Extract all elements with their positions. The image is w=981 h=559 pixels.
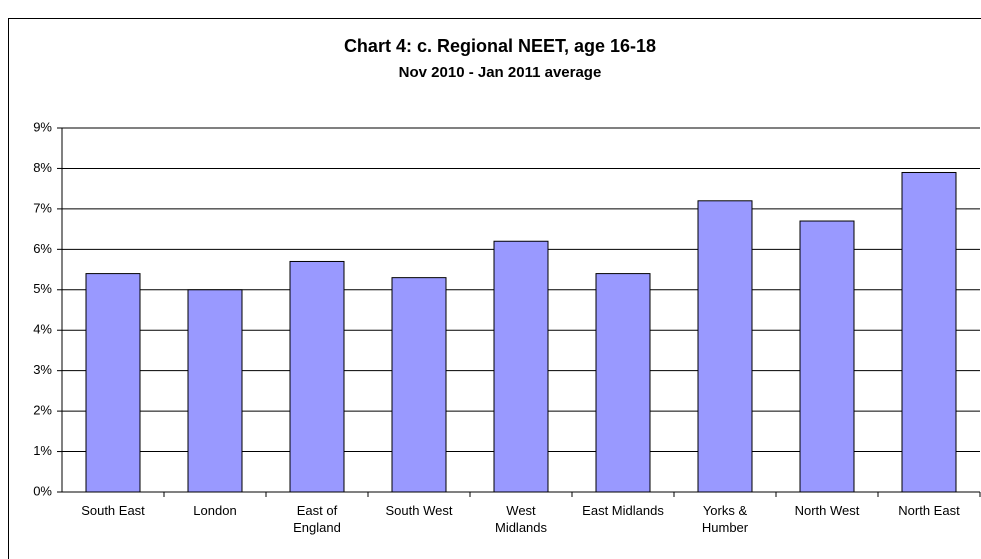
chart-subtitle: Nov 2010 - Jan 2011 average <box>399 64 602 81</box>
x-tick-label: London <box>193 503 237 518</box>
chart-title: Chart 4: c. Regional NEET, age 16-18 <box>344 36 656 56</box>
x-tick-label: North East <box>898 503 960 518</box>
bar <box>289 260 345 493</box>
x-tick-label: West Midlands <box>494 503 548 535</box>
x-tick-label: North West <box>794 503 860 518</box>
y-tick-label: 6% <box>33 241 52 256</box>
x-tick-label: East Midlands <box>582 503 664 518</box>
x-tick-label: Yorks & Humber <box>701 503 749 535</box>
bar <box>799 220 855 493</box>
x-tick-label: East of England <box>293 503 341 535</box>
bar <box>595 273 651 493</box>
y-tick-label: 9% <box>33 119 52 134</box>
bar <box>697 200 753 493</box>
bar <box>85 273 141 493</box>
x-tick-label: South West <box>385 503 453 518</box>
y-tick-label: 8% <box>33 160 52 175</box>
bar <box>901 171 957 493</box>
y-tick-label: 5% <box>33 281 52 296</box>
y-tick-label: 7% <box>33 200 52 215</box>
bar <box>493 240 549 493</box>
bar <box>187 289 243 493</box>
bar <box>391 277 447 493</box>
x-tick-label: South East <box>81 503 145 518</box>
chart-frame <box>8 18 981 559</box>
y-tick-label: 2% <box>33 403 52 418</box>
y-tick-label: 4% <box>33 322 52 337</box>
y-tick-label: 3% <box>33 362 52 377</box>
y-tick-label: 1% <box>33 443 52 458</box>
y-tick-label: 0% <box>33 483 52 498</box>
